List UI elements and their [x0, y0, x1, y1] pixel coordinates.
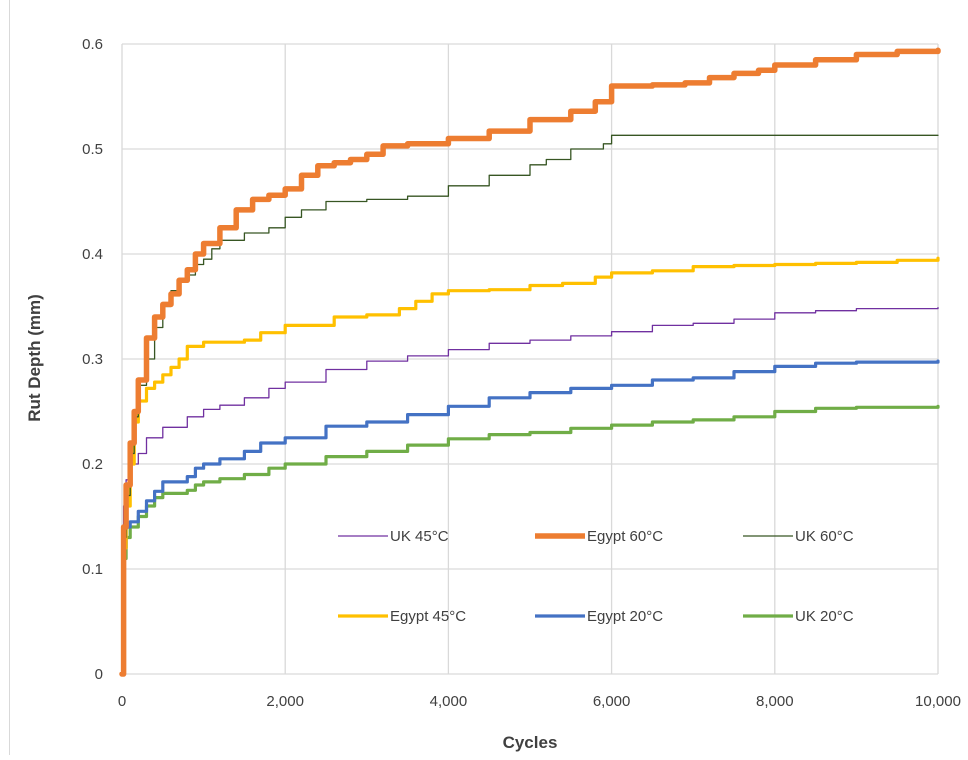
- legend-label: Egypt 20°C: [587, 608, 663, 625]
- y-tick-label: 0: [95, 666, 103, 683]
- x-tick-label: 6,000: [593, 693, 631, 710]
- legend-label: Egypt 60°C: [587, 528, 663, 545]
- x-tick-label: 10,000: [915, 693, 961, 710]
- grid-layer: [121, 43, 939, 675]
- series-line-egypt-45-c: [120, 256, 940, 676]
- series-layer: [119, 47, 941, 677]
- y-tick-label: 0.5: [82, 141, 103, 158]
- legend-label: UK 45°C: [390, 528, 449, 545]
- y-tick-label: 0.1: [82, 561, 103, 578]
- y-tick-label: 0.4: [82, 246, 103, 263]
- x-tick-label: 2,000: [266, 693, 304, 710]
- y-tick-label: 0.6: [82, 36, 103, 53]
- series-line-uk-45-c: [121, 306, 939, 675]
- legend: UK 45°C Egypt 60°C UK 60°C Egypt 45°C Egypt …: [338, 528, 854, 625]
- legend-label: UK 20°C: [795, 608, 854, 625]
- legend-label: UK 60°C: [795, 528, 854, 545]
- x-tick-label: 4,000: [430, 693, 468, 710]
- x-tick-label: 8,000: [756, 693, 794, 710]
- axis-layer: 0 0.1 0.2 0.3 0.4 0.5 0.6 0 2,000 4,000 6,000 8,000…: [82, 36, 961, 710]
- y-tick-label: 0.3: [82, 351, 103, 368]
- y-axis-title: Rut Depth (mm): [25, 294, 44, 421]
- frame-divider: [9, 0, 10, 755]
- y-tick-label: 0.2: [82, 456, 103, 473]
- series-line-egypt-60-c: [119, 47, 941, 677]
- legend-label: Egypt 45°C: [390, 608, 466, 625]
- x-axis-title: Cycles: [503, 733, 558, 752]
- series-line-egypt-20-c: [120, 359, 940, 676]
- x-tick-label: 0: [118, 693, 126, 710]
